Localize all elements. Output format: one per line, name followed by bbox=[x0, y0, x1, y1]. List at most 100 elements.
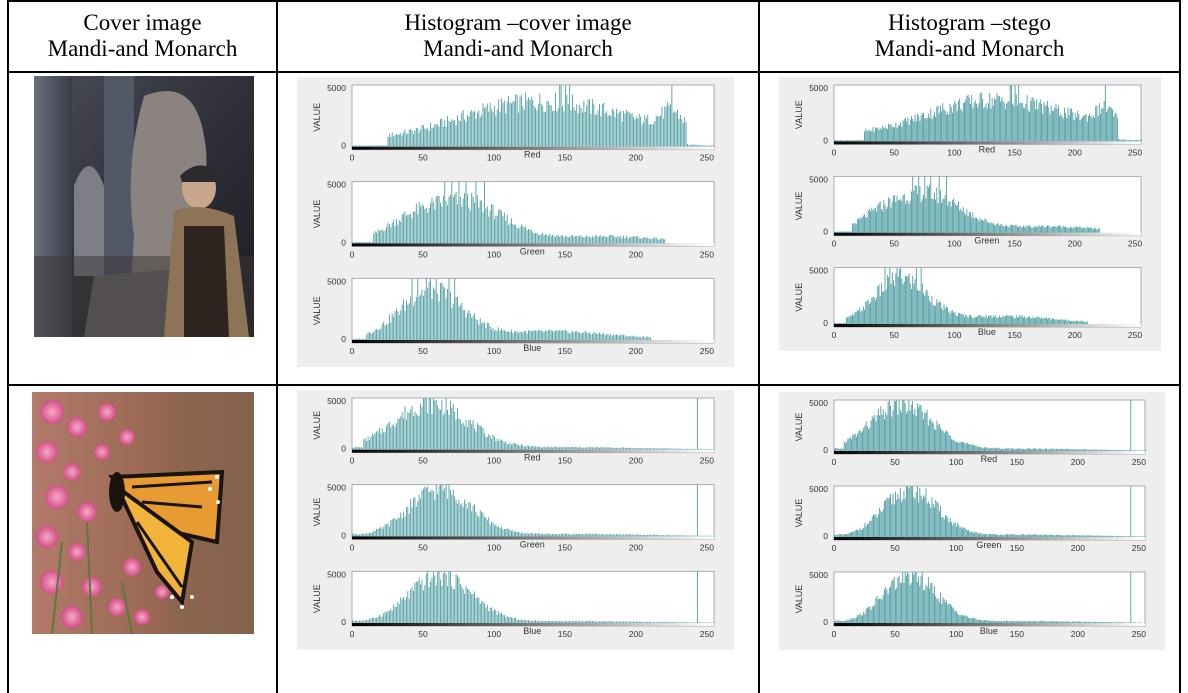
histogram-bar bbox=[547, 101, 549, 147]
histogram-bar bbox=[432, 202, 434, 244]
histogram-bar bbox=[874, 127, 876, 142]
histogram-bar bbox=[1088, 621, 1090, 623]
histogram-bar bbox=[892, 127, 894, 142]
histogram-bar bbox=[560, 330, 562, 340]
histogram-bar bbox=[974, 531, 976, 537]
histogram-bar bbox=[552, 447, 554, 450]
histogram-bar bbox=[540, 447, 542, 450]
histogram-bar bbox=[405, 300, 407, 340]
histogram-bar bbox=[611, 235, 613, 244]
histogram-bar bbox=[1025, 103, 1027, 142]
histogram-bar bbox=[691, 535, 693, 537]
histogram-bar bbox=[1013, 225, 1015, 233]
histogram-bar bbox=[581, 112, 583, 147]
histogram-bar bbox=[440, 119, 441, 147]
y-tick-label: 5000 bbox=[327, 83, 346, 93]
histogram-bar bbox=[661, 448, 663, 450]
histogram-bar bbox=[465, 503, 467, 537]
histogram-bar bbox=[968, 617, 970, 623]
histogram-bar bbox=[871, 297, 873, 324]
histogram-bar bbox=[613, 621, 615, 623]
histogram-bar bbox=[872, 127, 874, 142]
histogram-bar bbox=[449, 571, 451, 623]
histogram-bar bbox=[1030, 226, 1032, 233]
histogram-bar bbox=[853, 223, 855, 233]
histogram-bar bbox=[704, 535, 705, 537]
histogram-bar bbox=[542, 331, 544, 340]
histogram-bar bbox=[440, 202, 441, 244]
y-tick-label: 0 bbox=[823, 617, 828, 627]
histogram-bar bbox=[471, 594, 473, 623]
y-tick-label: 0 bbox=[341, 444, 346, 454]
histogram-bar bbox=[937, 302, 939, 324]
histogram-bar bbox=[862, 615, 863, 623]
histogram-bar bbox=[513, 331, 515, 340]
histogram-bar bbox=[576, 447, 578, 450]
histogram-bar bbox=[923, 293, 924, 324]
histogram-bar bbox=[513, 442, 515, 450]
histogram-bar bbox=[1058, 448, 1060, 451]
histogram-bar bbox=[998, 447, 1000, 451]
x-tick-label: 50 bbox=[890, 629, 900, 639]
histogram-bar bbox=[850, 316, 852, 324]
histogram-bar bbox=[411, 278, 413, 340]
histogram-bar bbox=[1114, 450, 1116, 451]
histogram-bar bbox=[1107, 109, 1109, 142]
histogram-bar bbox=[995, 225, 997, 233]
histogram-bar bbox=[1088, 115, 1089, 142]
histogram-bar bbox=[1038, 621, 1040, 623]
histogram-bar bbox=[1051, 621, 1052, 623]
histogram-bar bbox=[590, 447, 592, 450]
histogram-bar bbox=[640, 116, 642, 147]
histogram-bar bbox=[479, 510, 481, 537]
histogram-bar bbox=[938, 511, 940, 537]
histogram-bar bbox=[865, 301, 867, 324]
histogram-bar bbox=[1107, 449, 1109, 451]
histogram-bar bbox=[600, 447, 602, 450]
histogram-bar bbox=[529, 533, 531, 537]
histogram-bar bbox=[1072, 320, 1074, 324]
histogram-bar bbox=[1129, 536, 1131, 537]
histogram-bar bbox=[586, 447, 588, 450]
histogram-bar bbox=[474, 111, 475, 147]
histogram-bar bbox=[905, 413, 907, 451]
histogram-bar bbox=[1090, 116, 1092, 142]
histogram-bar bbox=[537, 104, 539, 147]
histogram-bar bbox=[843, 441, 845, 451]
histogram-bar bbox=[583, 621, 585, 623]
histogram-bar bbox=[489, 210, 491, 244]
histogram-bar bbox=[486, 604, 488, 623]
histogram-bar bbox=[996, 620, 998, 623]
histogram-bar bbox=[360, 447, 362, 450]
histogram-bar bbox=[1090, 227, 1092, 233]
histogram-bar bbox=[998, 315, 1000, 324]
histogram-bar bbox=[560, 446, 562, 450]
histogram-bar bbox=[549, 233, 551, 244]
histogram-bar bbox=[847, 140, 849, 142]
histogram-bar bbox=[601, 621, 603, 623]
histogram-bar bbox=[377, 329, 379, 340]
histogram-bar bbox=[635, 337, 637, 340]
histogram-bar bbox=[596, 621, 598, 623]
histogram-bar bbox=[866, 131, 868, 142]
histogram-bar bbox=[918, 576, 920, 623]
histogram-bar bbox=[1029, 621, 1031, 623]
histogram-bar bbox=[966, 95, 968, 142]
histogram-bar bbox=[1041, 448, 1043, 451]
histogram-bar bbox=[1031, 448, 1033, 451]
y-axis-label: VALUE bbox=[794, 192, 804, 221]
histogram-bar bbox=[528, 97, 529, 147]
histogram-bar bbox=[1023, 107, 1024, 142]
histogram-bar bbox=[1054, 621, 1056, 623]
histogram-bar bbox=[885, 209, 887, 233]
histogram-bar bbox=[1057, 105, 1059, 142]
histogram-bar bbox=[1035, 109, 1036, 142]
histogram-bar bbox=[1062, 319, 1064, 324]
histogram-bar bbox=[1054, 318, 1056, 324]
histogram-bar bbox=[607, 447, 609, 450]
histogram-bar bbox=[1048, 534, 1050, 537]
histogram-bar bbox=[881, 599, 883, 623]
histogram-bar bbox=[655, 448, 657, 450]
histogram-bar bbox=[658, 448, 660, 450]
histogram-bar bbox=[359, 338, 360, 340]
